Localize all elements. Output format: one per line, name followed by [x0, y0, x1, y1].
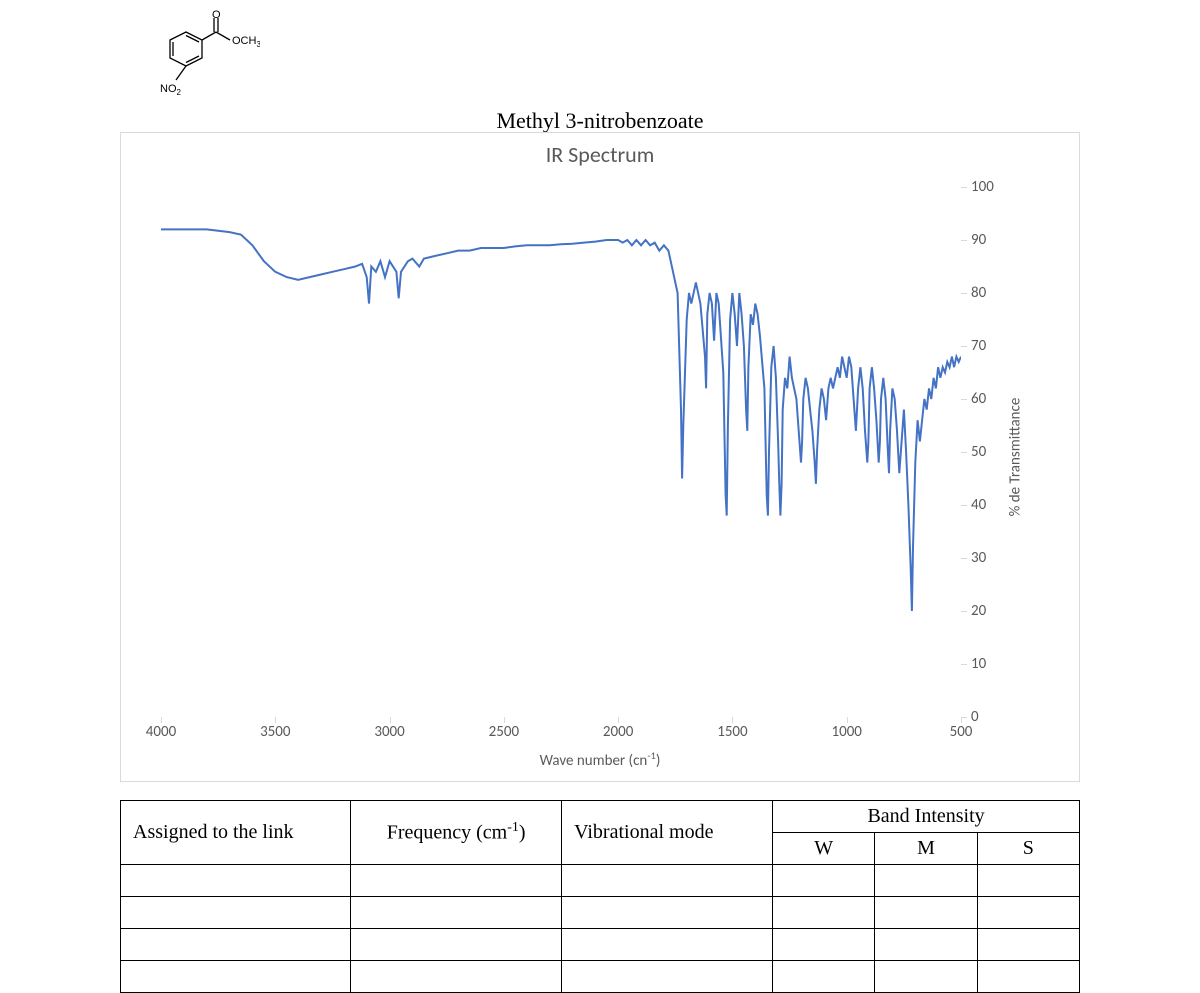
table-cell: [121, 897, 351, 929]
plot-area: [161, 187, 961, 717]
y-tick-label: 30: [971, 549, 1011, 567]
molecule-o-label: O: [212, 10, 221, 21]
table-row: [121, 897, 1080, 929]
header-s: S: [977, 833, 1079, 865]
table-cell: [875, 929, 977, 961]
molecule-och3-label: OCH3: [232, 35, 260, 49]
x-axis-label: Wave number (cn-1): [121, 749, 1079, 770]
header-frequency: Frequency (cm-1): [351, 801, 562, 865]
table-cell: [875, 897, 977, 929]
y-tick-label: 0: [971, 708, 1011, 726]
table-cell: [351, 961, 562, 993]
table-cell: [562, 897, 773, 929]
y-tick-label: 10: [971, 655, 1011, 673]
table-cell: [773, 897, 875, 929]
y-tick-label: 60: [971, 390, 1011, 408]
table-cell: [562, 929, 773, 961]
molecule-no2-label: NO2: [160, 83, 182, 97]
x-tick-label: 500: [950, 723, 973, 741]
table-cell: [351, 897, 562, 929]
x-axis-label-text: Wave number (cn: [540, 752, 648, 770]
y-tick-label: 50: [971, 443, 1011, 461]
compound-title: Methyl 3-nitrobenzoate: [0, 108, 1200, 134]
table-cell: [977, 929, 1079, 961]
assignment-table: Assigned to the link Frequency (cm-1) Vi…: [120, 800, 1080, 993]
y-tick-label: 100: [971, 178, 1011, 196]
table-cell: [977, 961, 1079, 993]
header-m: M: [875, 833, 977, 865]
table-cell: [875, 865, 977, 897]
table-cell: [562, 865, 773, 897]
y-tick-label: 90: [971, 231, 1011, 249]
table-header-row: Assigned to the link Frequency (cm-1) Vi…: [121, 801, 1080, 833]
table-cell: [121, 961, 351, 993]
table-cell: [977, 897, 1079, 929]
chart-container: IR Spectrum 1009080706050403020100 % de …: [120, 132, 1080, 782]
y-tick-label: 40: [971, 496, 1011, 514]
molecule-svg: O OCH3 NO2: [140, 10, 260, 120]
table-cell: [977, 865, 1079, 897]
x-tick-label: 1000: [831, 723, 861, 741]
table-row: [121, 865, 1080, 897]
x-axis-label-close: ): [656, 752, 661, 770]
table-cell: [773, 929, 875, 961]
spectrum-svg: [161, 187, 961, 717]
table-row: [121, 961, 1080, 993]
x-tick-label: 3000: [374, 723, 404, 741]
header-intensity: Band Intensity: [773, 801, 1080, 833]
header-mode: Vibrational mode: [562, 801, 773, 865]
header-frequency-sup: -1: [507, 820, 519, 835]
x-tick-label: 1500: [717, 723, 747, 741]
table-row: [121, 929, 1080, 961]
header-w: W: [773, 833, 875, 865]
header-frequency-close: ): [519, 822, 526, 844]
x-tick-label: 4000: [146, 723, 176, 741]
table-cell: [773, 961, 875, 993]
table-cell: [121, 865, 351, 897]
header-frequency-text: Frequency (cm: [387, 822, 508, 844]
chart-title: IR Spectrum: [121, 141, 1079, 168]
table-cell: [875, 961, 977, 993]
table-cell: [562, 961, 773, 993]
y-axis-label: % de Transmittance: [1007, 398, 1025, 517]
x-tick-label: 2500: [489, 723, 519, 741]
table-cell: [121, 929, 351, 961]
x-axis-ticks: 4000350030002500200015001000500: [161, 723, 961, 743]
x-tick-label: 3500: [260, 723, 290, 741]
table-cell: [351, 929, 562, 961]
y-tick-label: 80: [971, 284, 1011, 302]
x-tick-label: 2000: [603, 723, 633, 741]
table-cell: [773, 865, 875, 897]
y-tick-label: 20: [971, 602, 1011, 620]
y-tick-label: 70: [971, 337, 1011, 355]
table-cell: [351, 865, 562, 897]
header-assigned: Assigned to the link: [121, 801, 351, 865]
x-axis-label-sup: -1: [647, 749, 656, 762]
